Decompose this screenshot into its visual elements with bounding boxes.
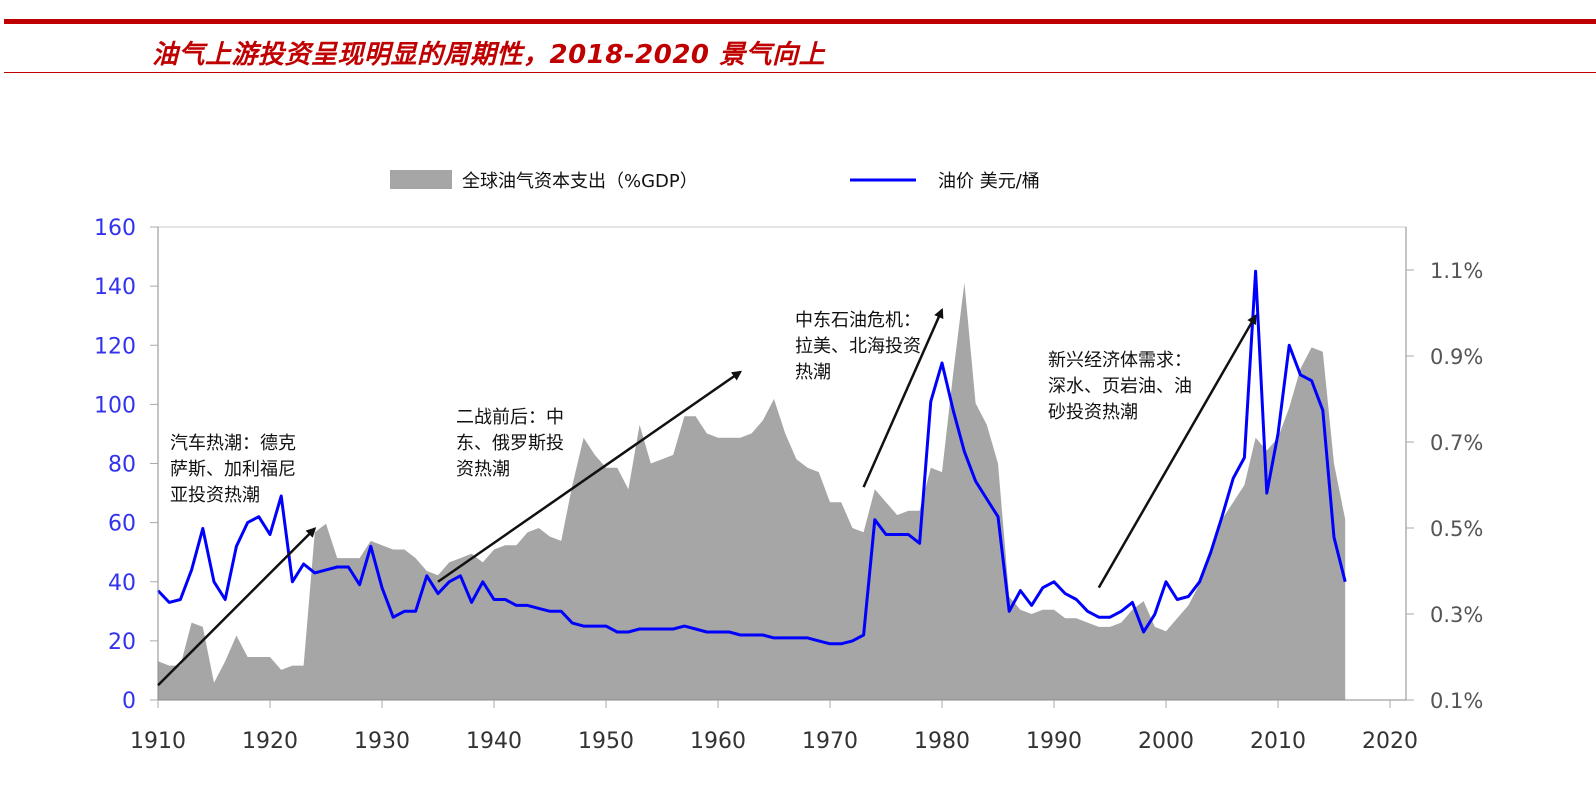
left-tick-label: 80: [108, 453, 136, 478]
right-tick-label: 1.1%: [1430, 259, 1483, 283]
x-tick-label: 1960: [690, 729, 746, 754]
annotations: 汽车热潮：德克萨斯、加利福尼亚投资热潮二战前后：中东、俄罗斯投资热潮中东石油危机…: [157, 307, 1257, 687]
left-tick-label: 40: [108, 571, 136, 596]
annotation-text: 热潮: [795, 362, 831, 383]
left-tick-label: 0: [122, 689, 136, 714]
x-axis: 1910 1920 1930 1940 1950 1960 1970 1980 1990 2000…: [130, 700, 1418, 754]
x-tick-label: 1930: [354, 729, 410, 754]
annotation-text: 拉美、北海投资: [795, 336, 921, 357]
capex-area-series: [158, 282, 1346, 700]
page-title: 油气上游投资呈现明显的周期性，2018-2020 景气向上: [152, 40, 826, 70]
annotation-text: 砂投资热潮: [1048, 402, 1138, 423]
x-tick-label: 1970: [802, 729, 858, 754]
annotation-text: 汽车热潮：德克: [170, 433, 296, 454]
x-tick-label: 1910: [130, 729, 186, 754]
x-tick-label: 1990: [1026, 729, 1082, 754]
x-tick-label: 2010: [1250, 729, 1306, 754]
x-tick-label: 1940: [466, 729, 522, 754]
left-tick-label: 20: [108, 630, 136, 655]
right-axis: 0.1% 0.3% 0.5% 0.7% 0.9% 1.1%: [1406, 259, 1483, 713]
annotation-text: 萨斯、加利福尼: [170, 459, 296, 480]
annotation-arrow-icon: [1097, 313, 1257, 589]
oil-price-line-series: [156, 269, 1347, 646]
legend: 全球油气资本支出（%GDP） 油价 美元/桶: [390, 170, 1040, 192]
x-tick-label: 1920: [242, 729, 298, 754]
left-tick-label: 100: [94, 393, 136, 418]
annotation-text: 亚投资热潮: [170, 485, 260, 506]
left-tick-label: 140: [94, 275, 136, 300]
header-top-rule: [4, 19, 1596, 24]
legend-swatch-capex: [390, 170, 452, 189]
right-tick-label: 0.7%: [1430, 431, 1483, 455]
left-axis: 0 20 40 60 80 100 120 140 160: [94, 216, 158, 714]
annotation-text: 新兴经济体需求：: [1048, 350, 1192, 371]
plot-area: [156, 226, 1407, 701]
left-tick-label: 160: [94, 216, 136, 241]
legend-label-oil: 油价 美元/桶: [938, 171, 1040, 192]
annotation-arrow-icon: [437, 370, 743, 583]
annotation-text: 东、俄罗斯投: [456, 433, 564, 454]
annotation-text: 资热潮: [456, 459, 510, 480]
x-tick-label: 2000: [1138, 729, 1194, 754]
right-tick-label: 0.9%: [1430, 345, 1483, 369]
x-tick-label: 1950: [578, 729, 634, 754]
right-tick-label: 0.1%: [1430, 689, 1483, 713]
annotation-arrow-icon: [862, 307, 944, 488]
annotation-text: 二战前后：中: [456, 407, 564, 428]
left-tick-label: 60: [108, 512, 136, 537]
annotation-text: 中东石油危机：: [795, 310, 921, 331]
header-bottom-rule: [4, 72, 1596, 73]
annotation-arrow-icon: [157, 527, 317, 687]
x-tick-label: 1980: [914, 729, 970, 754]
annotation-text: 深水、页岩油、油: [1048, 376, 1192, 397]
legend-label-capex: 全球油气资本支出（%GDP）: [462, 171, 698, 192]
left-tick-label: 120: [94, 334, 136, 359]
right-tick-label: 0.5%: [1430, 517, 1483, 541]
x-tick-label: 2020: [1362, 729, 1418, 754]
right-tick-label: 0.3%: [1430, 603, 1483, 627]
